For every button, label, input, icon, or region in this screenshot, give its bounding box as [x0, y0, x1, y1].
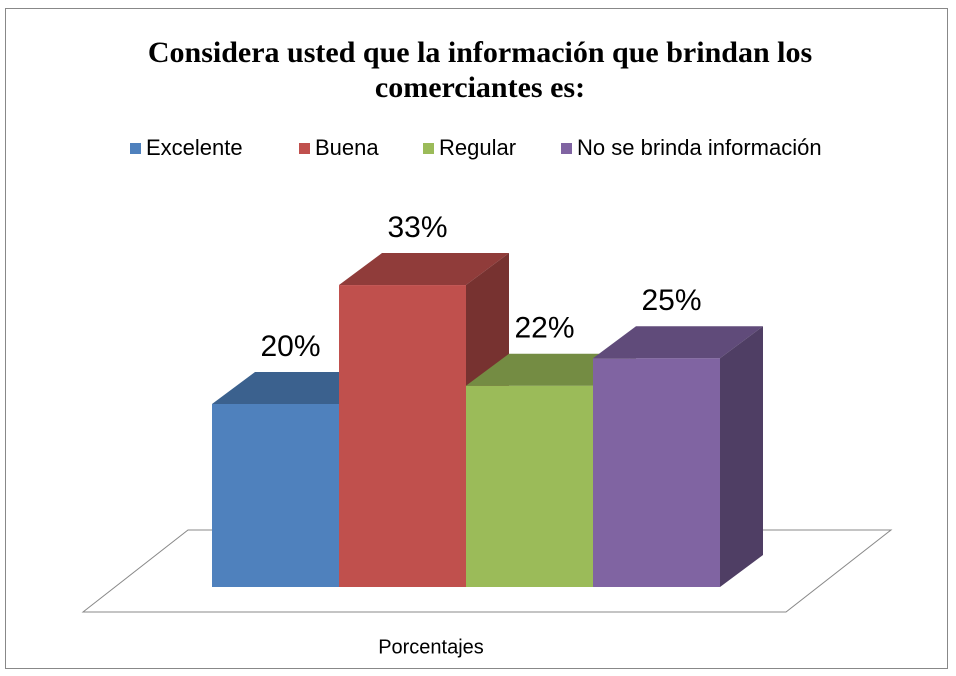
legend-swatch: [299, 143, 310, 154]
value-label: 20%: [260, 330, 320, 363]
bar-front: [466, 385, 593, 587]
bar-front: [339, 285, 466, 587]
legend-label: No se brinda información: [577, 135, 822, 160]
bar-side: [720, 326, 763, 587]
legend-swatch: [130, 143, 141, 154]
value-label: 33%: [387, 211, 447, 244]
bar-top: [339, 253, 509, 286]
value-label: 25%: [641, 284, 701, 317]
title-line: comerciantes es:: [375, 71, 585, 104]
value-label: 22%: [514, 312, 574, 345]
x-axis-label: Porcentajes: [378, 636, 484, 658]
bar-front: [593, 358, 720, 587]
legend-swatch: [423, 143, 434, 154]
chart-title: Considera usted que la información que b…: [148, 36, 812, 104]
bar-front: [212, 404, 339, 587]
title-line: Considera usted que la información que b…: [148, 36, 812, 69]
legend-label: Excelente: [146, 135, 243, 160]
legend-label: Buena: [315, 135, 379, 160]
legend-label: Regular: [439, 135, 516, 160]
legend-swatch: [561, 143, 572, 154]
bar-top: [593, 326, 763, 359]
